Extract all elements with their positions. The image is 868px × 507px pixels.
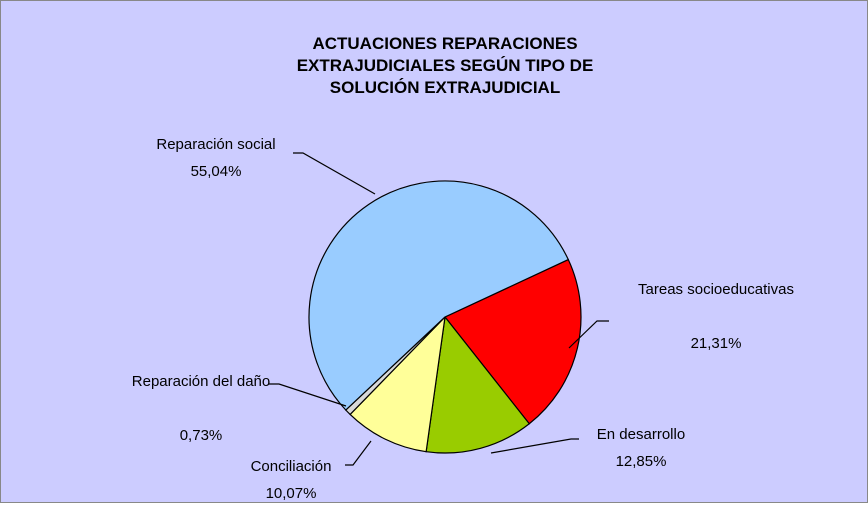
leader-line	[568, 320, 609, 349]
pie-slice	[444, 258, 582, 425]
pie-slice	[349, 315, 446, 453]
leader-line	[490, 438, 579, 454]
chart-title: ACTUACIONES REPARACIONES EXTRAJUDICIALES…	[296, 34, 594, 97]
value-label: 12,85%	[615, 453, 667, 470]
pie-slice	[425, 315, 531, 454]
value-label: 10,07%	[265, 485, 317, 502]
leader-line	[269, 383, 347, 407]
value-label: 21,31%	[690, 335, 742, 352]
category-label: Reparación social	[156, 136, 276, 153]
leader-lines	[269, 152, 609, 466]
leader-line	[293, 152, 376, 195]
leader-line	[345, 440, 372, 466]
category-label: Tareas socioeducativas	[638, 281, 794, 298]
category-label: Conciliación	[250, 458, 332, 475]
pie-slice	[308, 180, 570, 411]
value-label: 0,73%	[179, 427, 223, 444]
value-label: 55,04%	[190, 163, 242, 180]
category-label: En desarrollo	[596, 426, 686, 443]
category-label: Reparación del daño	[131, 373, 271, 390]
